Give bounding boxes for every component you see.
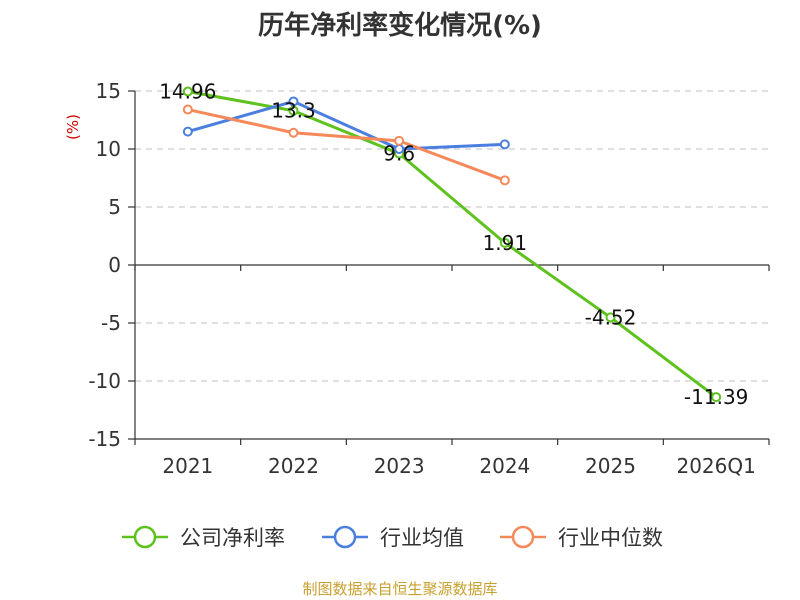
data-point[interactable] [605, 312, 616, 323]
legend-marker [333, 525, 357, 549]
legend-marker [133, 525, 157, 549]
y-tick-label: 10 [96, 137, 121, 161]
x-tick-label: 2025 [585, 454, 636, 478]
legend-item-0[interactable]: 公司净利率 [122, 525, 285, 550]
data-point[interactable] [394, 135, 405, 146]
x-tick-label: 2026Q1 [676, 454, 755, 478]
legend-label: 行业均值 [380, 526, 464, 550]
data-label: 9.6 [383, 142, 415, 166]
x-tick-label: 2021 [162, 454, 213, 478]
data-point[interactable] [182, 104, 193, 115]
legend[interactable]: 公司净利率 行业均值 行业中位数 [122, 525, 663, 550]
y-axis-label: (%) [64, 114, 82, 140]
y-tick-label: 15 [96, 79, 121, 103]
data-labels: 14.96 13.3 9.6 1.91 -4.52 -11.39 [159, 79, 748, 409]
data-label: 13.3 [271, 99, 316, 123]
x-tick-label: 2022 [268, 454, 319, 478]
data-point[interactable] [182, 86, 193, 97]
data-label: 14.96 [159, 79, 216, 103]
chart-title: 历年净利率变化情况(%) [258, 10, 542, 41]
data-label: -4.52 [585, 305, 637, 329]
data-label: -11.39 [684, 385, 748, 409]
y-tick-label: 0 [108, 253, 121, 277]
y-tick-label: -15 [88, 427, 121, 451]
source-note: 制图数据来自恒生聚源数据库 [302, 580, 497, 598]
data-label: 1.91 [483, 231, 528, 255]
legend-marker [511, 525, 535, 549]
legend-label: 公司净利率 [180, 526, 285, 550]
grid-lines [135, 90, 769, 382]
series-line-2 [187, 108, 506, 182]
axes: 15 10 5 0 -5 -10 -15 2021 2022 2023 2024 2025 2026Q1 [88, 79, 770, 478]
data-point[interactable] [499, 237, 510, 248]
series-line-1 [187, 99, 505, 151]
data-point[interactable] [182, 126, 193, 137]
y-tick-label: -10 [88, 369, 121, 393]
data-point[interactable] [499, 175, 510, 186]
data-point[interactable] [499, 139, 510, 150]
x-tick-label: 2024 [479, 454, 530, 478]
data-point[interactable] [288, 96, 299, 107]
data-point[interactable] [288, 127, 299, 138]
series-line-0 [187, 89, 718, 399]
y-tick-label: 5 [108, 195, 121, 219]
y-tick-label: -5 [101, 311, 121, 335]
legend-label: 行业中位数 [558, 526, 663, 550]
x-tick-label: 2023 [374, 454, 425, 478]
legend-item-2[interactable]: 行业中位数 [500, 525, 663, 550]
legend-item-1[interactable]: 行业均值 [322, 525, 464, 550]
series-group [182, 86, 722, 403]
data-point[interactable] [288, 105, 299, 116]
data-point[interactable] [711, 392, 722, 403]
